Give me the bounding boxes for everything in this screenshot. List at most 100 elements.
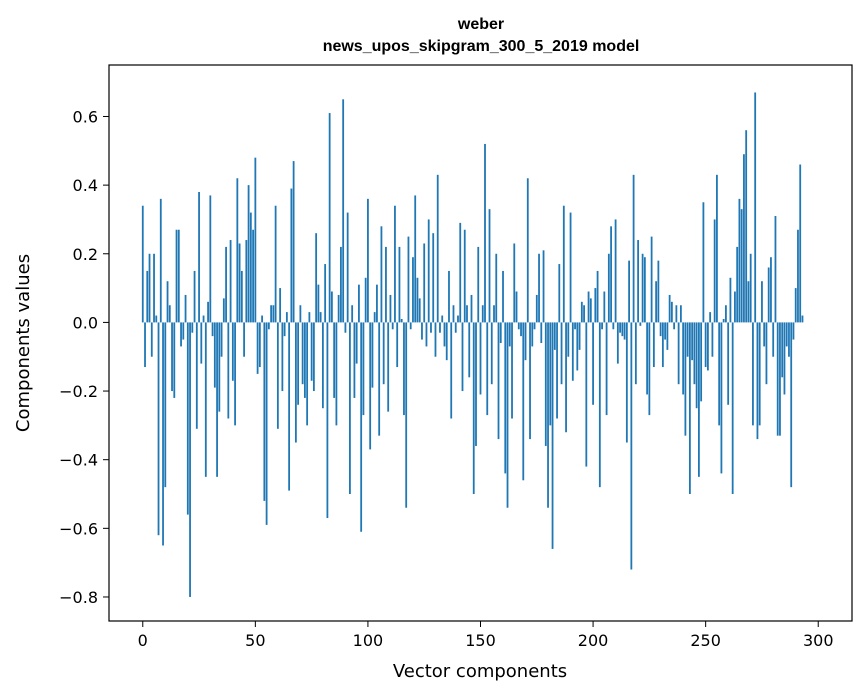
bar-223 <box>643 257 646 323</box>
y-tick-label-5: 0.2 <box>73 245 98 264</box>
bar-241 <box>684 322 687 436</box>
bar-244 <box>691 322 694 361</box>
bar-172 <box>529 322 531 440</box>
bar-98 <box>362 322 365 416</box>
bar-170 <box>524 322 527 361</box>
bar-6 <box>155 315 158 323</box>
bar-145 <box>468 322 471 378</box>
bar-257 <box>720 322 723 474</box>
bar-150 <box>479 322 482 395</box>
bar-262 <box>731 322 734 495</box>
bar-249 <box>702 202 705 323</box>
bar-102 <box>371 322 374 388</box>
bar-278 <box>767 267 770 323</box>
bar-91 <box>346 212 349 323</box>
bar-242 <box>686 322 689 357</box>
bar-208 <box>610 226 612 323</box>
bar-203 <box>598 322 601 488</box>
bar-66 <box>290 188 293 323</box>
bar-161 <box>504 322 507 474</box>
bar-283 <box>779 322 781 436</box>
bar-216 <box>628 260 630 323</box>
bar-180 <box>547 322 549 508</box>
bar-146 <box>470 294 473 323</box>
bar-40 <box>231 322 234 381</box>
bar-221 <box>639 322 642 326</box>
bar-209 <box>612 322 615 330</box>
x-tick-label-0: 0 <box>138 631 148 650</box>
bar-135 <box>445 322 448 361</box>
bar-43 <box>238 243 241 323</box>
bar-24 <box>195 322 198 429</box>
bar-288 <box>790 322 793 488</box>
bar-87 <box>337 294 340 323</box>
bar-71 <box>301 322 304 385</box>
bar-34 <box>218 322 221 412</box>
bar-26 <box>200 322 203 364</box>
bar-159 <box>499 322 502 343</box>
bar-291 <box>797 229 799 323</box>
bar-229 <box>657 260 660 323</box>
bar-194 <box>578 322 581 350</box>
bar-124 <box>421 322 423 340</box>
bar-9 <box>162 322 164 546</box>
bar-211 <box>616 322 619 364</box>
bar-76 <box>312 322 315 392</box>
bar-261 <box>729 277 732 323</box>
bar-174 <box>533 322 536 330</box>
bar-162 <box>506 322 509 508</box>
bar-99 <box>364 277 367 323</box>
bar-22 <box>191 322 194 333</box>
y-axis-ticks: −0.8 −0.6 −0.4 −0.2 0.0 0.2 0.4 0.6 <box>59 107 109 607</box>
bar-279 <box>770 257 772 323</box>
bar-116 <box>403 322 405 416</box>
bar-68 <box>294 322 297 443</box>
bar-284 <box>781 322 784 378</box>
bar-193 <box>576 322 579 371</box>
bar-207 <box>607 253 610 323</box>
bar-123 <box>418 298 421 323</box>
bar-248 <box>700 322 703 402</box>
bar-206 <box>605 322 608 416</box>
bar-57 <box>270 305 273 323</box>
bar-272 <box>754 92 757 323</box>
bar-271 <box>752 322 754 426</box>
bar-81 <box>324 264 327 323</box>
bar-220 <box>637 240 640 323</box>
bar-280 <box>772 322 775 357</box>
bar-118 <box>407 236 410 323</box>
bar-260 <box>727 322 730 405</box>
bar-20 <box>186 322 189 515</box>
bar-27 <box>202 315 205 323</box>
bar-148 <box>475 322 477 446</box>
y-tick-label-1: −0.6 <box>59 519 98 538</box>
bar-46 <box>245 240 248 323</box>
y-tick-label-0: −0.8 <box>59 588 98 607</box>
bar-117 <box>405 322 408 508</box>
bar-182 <box>551 322 554 549</box>
bar-30 <box>209 195 212 323</box>
y-tick-label-2: −0.4 <box>59 451 98 470</box>
bar-250 <box>704 322 707 368</box>
bar-55 <box>265 322 268 525</box>
bar-48 <box>249 212 252 323</box>
bar-187 <box>562 205 565 323</box>
bar-64 <box>285 312 288 323</box>
bar-79 <box>319 312 322 323</box>
bar-18 <box>182 322 185 340</box>
bar-165 <box>513 243 516 323</box>
bar-113 <box>396 322 399 368</box>
bar-144 <box>466 305 468 323</box>
bar-173 <box>531 322 534 347</box>
bar-276 <box>763 322 766 347</box>
bar-192 <box>574 322 576 330</box>
bar-10 <box>164 322 167 488</box>
bar-264 <box>736 246 739 323</box>
bar-179 <box>544 322 547 446</box>
bar-139 <box>454 322 457 333</box>
bar-158 <box>497 322 500 440</box>
bar-149 <box>477 246 480 323</box>
bar-267 <box>743 154 745 323</box>
bar-293 <box>801 315 804 323</box>
